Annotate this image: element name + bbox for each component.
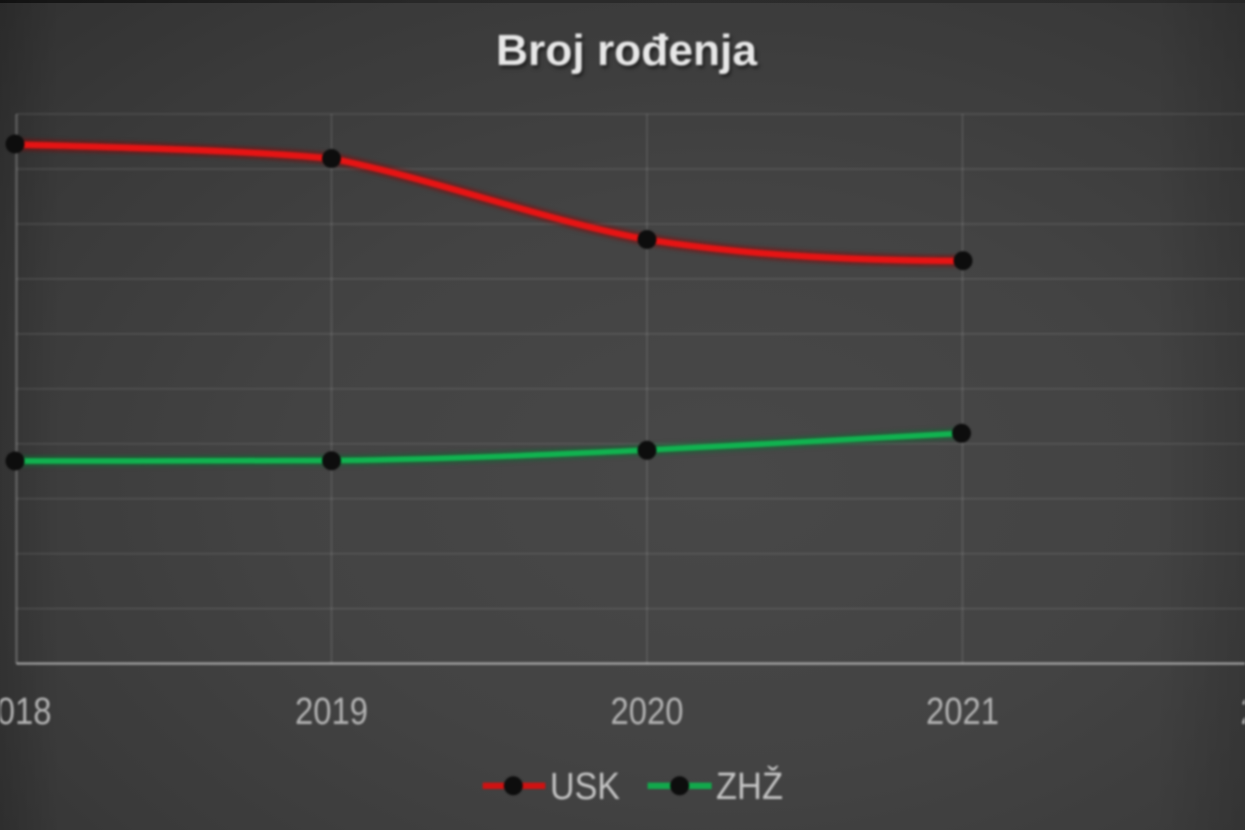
- svg-text:2021: 2021: [926, 691, 999, 733]
- svg-text:2019: 2019: [295, 691, 368, 733]
- svg-text:2022: 2022: [1241, 691, 1245, 733]
- svg-text:USK: USK: [550, 766, 620, 808]
- svg-text:2018: 2018: [0, 691, 52, 733]
- svg-text:Broj rođenja: Broj rođenja: [496, 26, 758, 75]
- svg-text:ZHŽ: ZHŽ: [716, 765, 783, 808]
- svg-text:2020: 2020: [611, 691, 684, 733]
